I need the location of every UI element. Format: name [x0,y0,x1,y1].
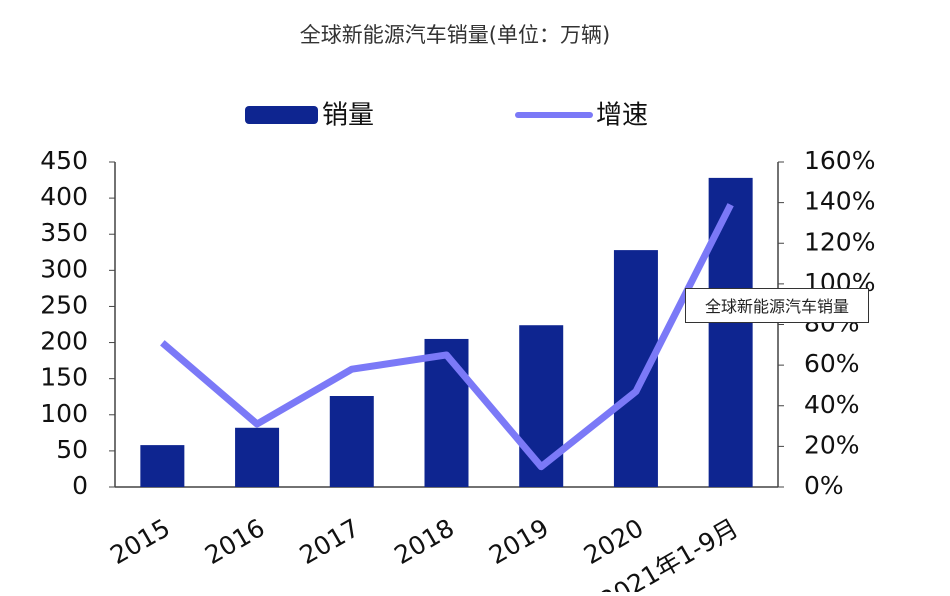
y-tick-label: 450 [40,146,88,175]
y-tick-label: 0 [72,471,88,500]
bar [708,177,753,487]
y-tick-label: 50 [56,435,88,464]
y2-tick-label: 20% [804,430,860,459]
y2-tick-label: 40% [804,390,860,419]
y-tick-label: 400 [40,182,88,211]
x-tick-label: 2017 [295,513,365,570]
legend-label: 增速 [596,101,648,131]
x-tick-label: 2015 [105,513,175,570]
x-tick-label: 2018 [389,513,459,570]
y2-tick-label: 60% [804,349,860,378]
y-tick-label: 250 [40,290,88,319]
y2-tick-label: 160% [804,146,875,175]
tooltip: 全球新能源汽车销量 [685,288,869,323]
chart-title: 全球新能源汽车销量(单位：万辆) [300,23,610,47]
y2-tick-label: 140% [804,187,875,216]
x-tick-label: 2020 [579,513,649,570]
y2-tick-label: 0% [804,471,844,500]
y-tick-label: 100 [40,399,88,428]
bar [519,325,564,487]
bar [329,396,374,487]
y-tick-label: 200 [40,327,88,356]
y-tick-label: 150 [40,363,88,392]
x-tick-label: 2016 [200,513,270,570]
line [160,203,734,471]
x-tick-label: 2019 [484,513,554,570]
bar [140,445,185,487]
legend-label: 销量 [322,101,374,131]
bar [235,427,280,487]
y-tick-label: 350 [40,218,88,247]
y2-tick-label: 120% [804,227,875,256]
y-tick-label: 300 [40,254,88,283]
legend-swatch [245,106,318,124]
bar [424,338,469,487]
